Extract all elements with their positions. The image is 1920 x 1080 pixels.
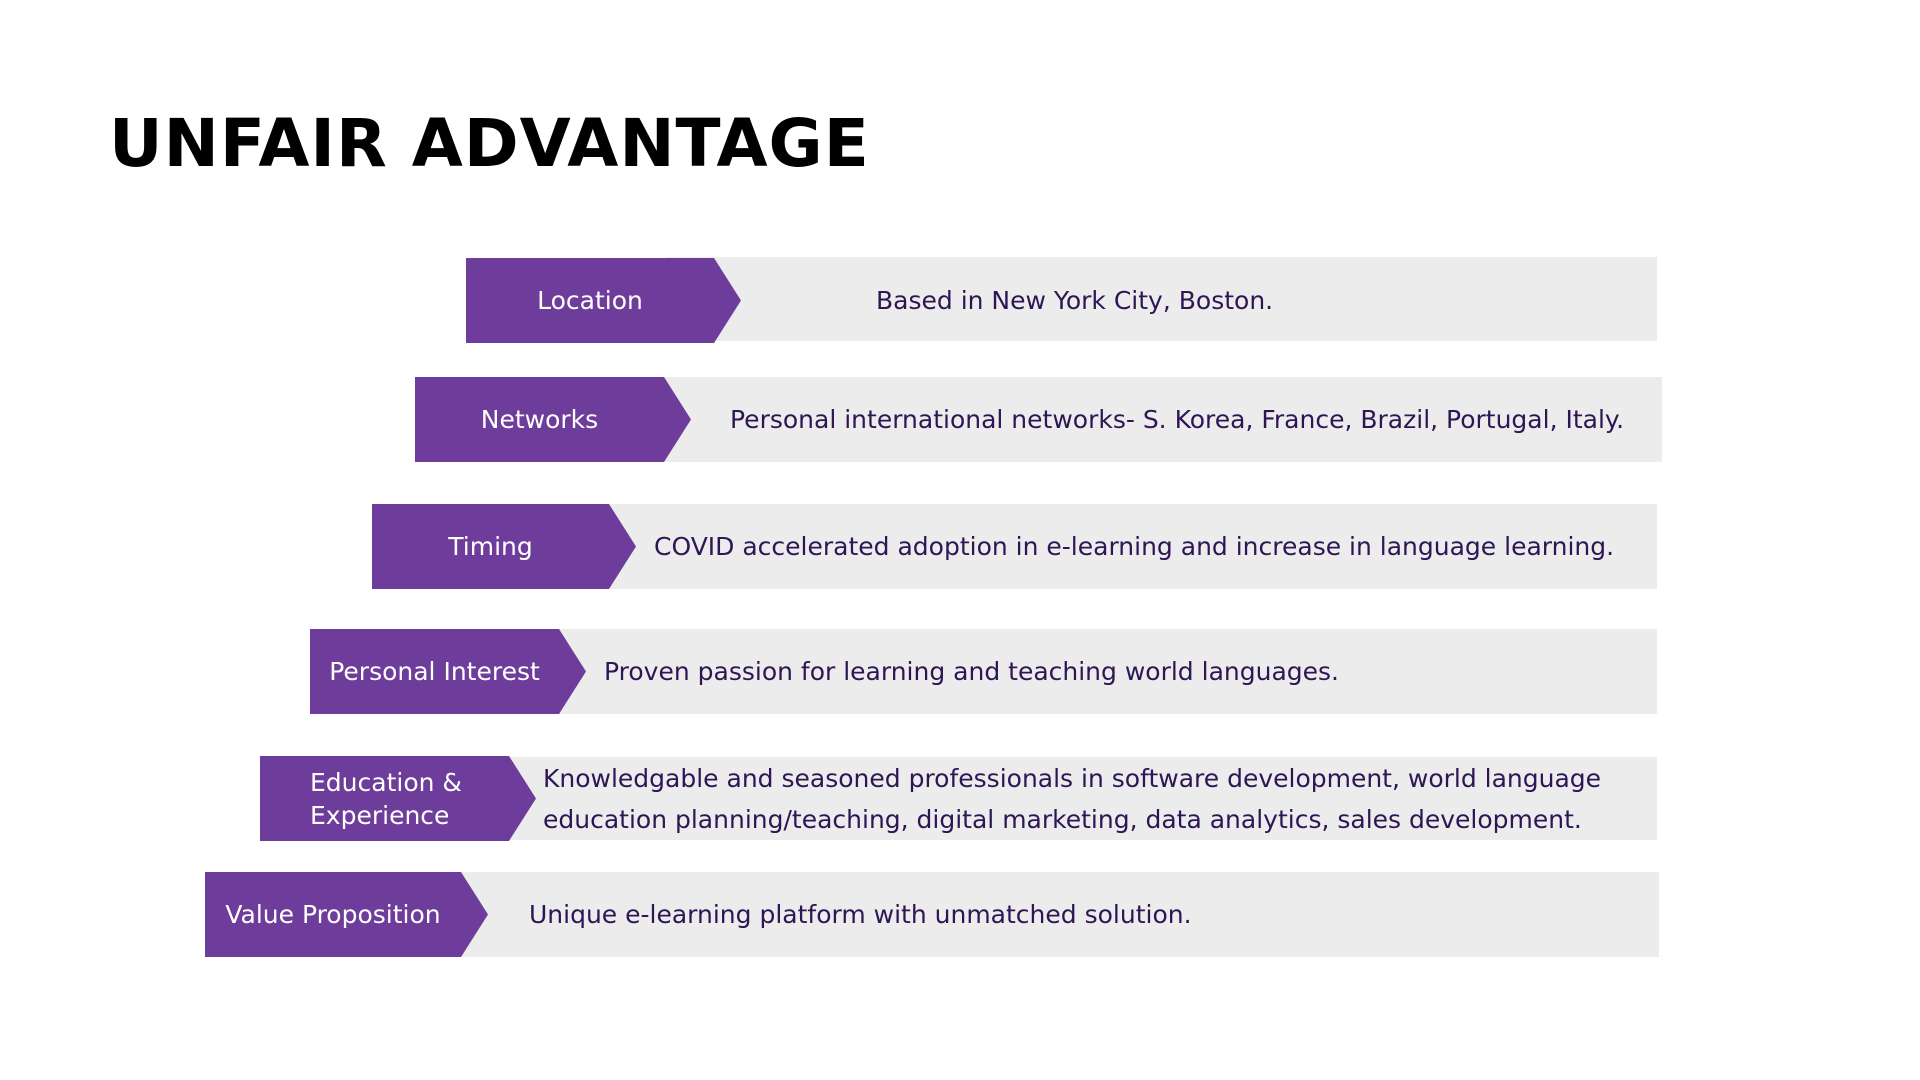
slide-title: UNFAIR ADVANTAGE — [109, 105, 870, 182]
advantage-row-networks: Personal international networks- S. Kore… — [415, 377, 1662, 462]
row-tag-label: Education & Experience — [310, 767, 462, 830]
row-tag: Personal Interest — [310, 629, 586, 714]
description-bar — [572, 504, 1657, 589]
description-bar — [615, 377, 1662, 462]
row-tag-label: Personal Interest — [329, 657, 540, 686]
description-bar — [460, 757, 1657, 840]
row-tag-label: Value Proposition — [225, 900, 441, 929]
advantage-row-location: Based in New York City, Boston. Location — [466, 257, 1657, 343]
row-description: COVID accelerated adoption in e-learning… — [654, 532, 1615, 561]
row-description: Personal international networks- S. Kore… — [730, 405, 1625, 434]
row-tag: Networks — [415, 377, 691, 462]
row-tag: Education & Experience — [260, 756, 536, 841]
row-tag-label: Networks — [480, 405, 599, 434]
row-description: Unique e-learning platform with unmatche… — [529, 900, 1192, 929]
row-description: Proven passion for learning and teaching… — [604, 657, 1339, 686]
row-description: Knowledgable and seasoned professionals … — [543, 763, 1602, 834]
row-description: Based in New York City, Boston. — [876, 286, 1274, 315]
description-bar — [510, 629, 1657, 714]
advantage-row-timing: COVID accelerated adoption in e-learning… — [372, 504, 1657, 589]
row-tag: Timing — [372, 504, 636, 589]
description-bar — [666, 257, 1657, 341]
row-tag: Value Proposition — [205, 872, 488, 957]
row-tag: Location — [466, 258, 741, 343]
description-bar — [405, 872, 1659, 957]
row-tag-label: Location — [537, 286, 643, 315]
advantage-row-personal-interest: Proven passion for learning and teaching… — [310, 629, 1657, 714]
advantage-row-education-experience: Knowledgable and seasoned professionals … — [260, 756, 1657, 841]
advantage-row-value-proposition: Unique e-learning platform with unmatche… — [205, 872, 1659, 957]
row-tag-label: Timing — [448, 532, 533, 561]
